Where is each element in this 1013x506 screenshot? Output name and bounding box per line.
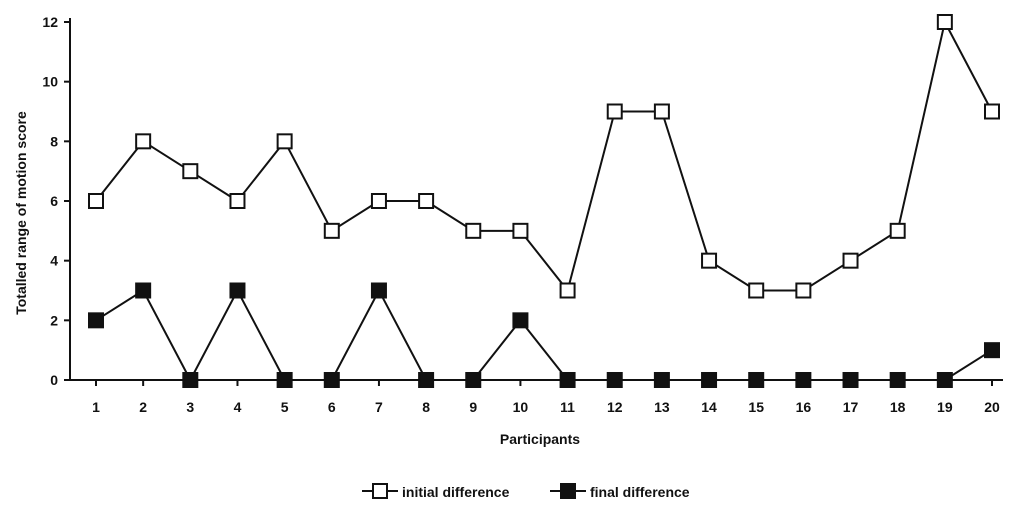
data-point-final-difference bbox=[936, 372, 953, 388]
data-point-final-difference bbox=[606, 372, 623, 388]
data-point-final-difference bbox=[418, 372, 435, 388]
legend-marker-initial bbox=[372, 483, 388, 499]
data-point-final-difference bbox=[748, 372, 765, 388]
x-tick-label: 8 bbox=[422, 399, 430, 415]
data-point-final-difference bbox=[370, 282, 387, 299]
legend: initial difference final difference bbox=[362, 483, 690, 500]
data-point-initial-difference bbox=[559, 282, 576, 299]
y-tick-label: 12 bbox=[42, 14, 58, 30]
x-tick-label: 12 bbox=[607, 399, 623, 415]
data-point-initial-difference bbox=[276, 133, 293, 150]
x-tick-label: 7 bbox=[375, 399, 383, 415]
data-point-final-difference bbox=[559, 372, 576, 388]
data-point-final-difference bbox=[465, 372, 482, 388]
x-tick-label: 9 bbox=[469, 399, 477, 415]
x-tick-label: 11 bbox=[560, 399, 575, 415]
series-line-initial-difference bbox=[95, 19, 993, 293]
x-tick-label: 16 bbox=[796, 399, 812, 415]
data-point-initial-difference bbox=[936, 14, 953, 30]
y-tick-label: 0 bbox=[50, 372, 58, 388]
data-point-initial-difference bbox=[606, 103, 623, 120]
data-point-initial-difference bbox=[465, 222, 482, 239]
y-tick-label: 10 bbox=[42, 74, 58, 90]
data-point-initial-difference bbox=[748, 282, 765, 299]
x-tick-label: 14 bbox=[701, 399, 717, 415]
data-point-initial-difference bbox=[889, 222, 906, 239]
x-tick-label: 17 bbox=[843, 399, 859, 415]
series-initial-difference bbox=[88, 14, 1000, 299]
data-point-final-difference bbox=[135, 282, 152, 299]
data-point-final-difference bbox=[88, 312, 104, 329]
data-point-final-difference bbox=[653, 372, 670, 388]
data-point-initial-difference bbox=[88, 193, 104, 209]
y-tick-label: 8 bbox=[50, 133, 58, 149]
data-point-initial-difference bbox=[842, 252, 859, 269]
series-final-difference bbox=[88, 282, 1000, 388]
data-point-initial-difference bbox=[653, 103, 670, 120]
x-tick-label: 18 bbox=[890, 399, 906, 415]
data-point-final-difference bbox=[182, 372, 199, 388]
data-point-initial-difference bbox=[135, 133, 152, 150]
data-point-initial-difference bbox=[323, 222, 340, 239]
data-point-initial-difference bbox=[512, 222, 529, 239]
legend-marker-final bbox=[560, 483, 576, 499]
series-group bbox=[88, 14, 1000, 388]
data-point-final-difference bbox=[984, 342, 1000, 359]
y-tick-label: 4 bbox=[50, 253, 58, 269]
data-point-final-difference bbox=[323, 372, 340, 388]
x-tick-label: 5 bbox=[281, 399, 289, 415]
x-tick-label: 20 bbox=[984, 399, 1000, 415]
x-tick-label: 3 bbox=[186, 399, 194, 415]
x-tick-label: 13 bbox=[654, 399, 670, 415]
series-line-final-difference bbox=[95, 288, 993, 383]
legend-label-initial: initial difference bbox=[402, 484, 510, 500]
y-tick-label: 6 bbox=[50, 193, 58, 209]
data-point-final-difference bbox=[795, 372, 812, 388]
data-point-final-difference bbox=[842, 372, 859, 388]
data-point-initial-difference bbox=[418, 193, 435, 209]
data-point-initial-difference bbox=[182, 163, 199, 180]
data-point-final-difference bbox=[229, 282, 246, 299]
data-point-final-difference bbox=[512, 312, 529, 329]
y-tick-label: 2 bbox=[50, 312, 58, 328]
x-tick-label: 6 bbox=[328, 399, 336, 415]
legend-label-final: final difference bbox=[590, 484, 690, 500]
data-point-initial-difference bbox=[370, 193, 387, 209]
data-point-initial-difference bbox=[229, 193, 246, 209]
x-axis-label: Participants bbox=[500, 431, 580, 447]
data-point-final-difference bbox=[276, 372, 293, 388]
y-axis-label: Totalled range of motion score bbox=[13, 111, 29, 315]
x-tick-label: 2 bbox=[139, 399, 147, 415]
x-tick-label: 19 bbox=[937, 399, 953, 415]
data-point-final-difference bbox=[889, 372, 906, 388]
data-point-initial-difference bbox=[795, 282, 812, 299]
data-point-initial-difference bbox=[984, 103, 1000, 120]
x-tick-label: 1 bbox=[92, 399, 100, 415]
data-point-final-difference bbox=[701, 372, 718, 388]
data-point-initial-difference bbox=[701, 252, 718, 269]
x-tick-label: 4 bbox=[234, 399, 242, 415]
x-tick-label: 10 bbox=[513, 399, 529, 415]
x-tick-label: 15 bbox=[748, 399, 764, 415]
